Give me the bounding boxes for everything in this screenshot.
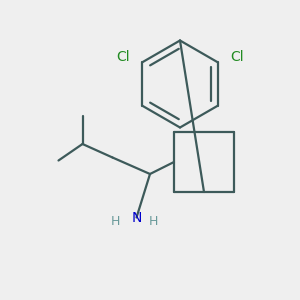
Text: Cl: Cl — [230, 50, 244, 64]
Text: N: N — [131, 211, 142, 224]
Text: Cl: Cl — [116, 50, 130, 64]
Text: H: H — [149, 215, 158, 228]
Text: H: H — [111, 215, 120, 228]
